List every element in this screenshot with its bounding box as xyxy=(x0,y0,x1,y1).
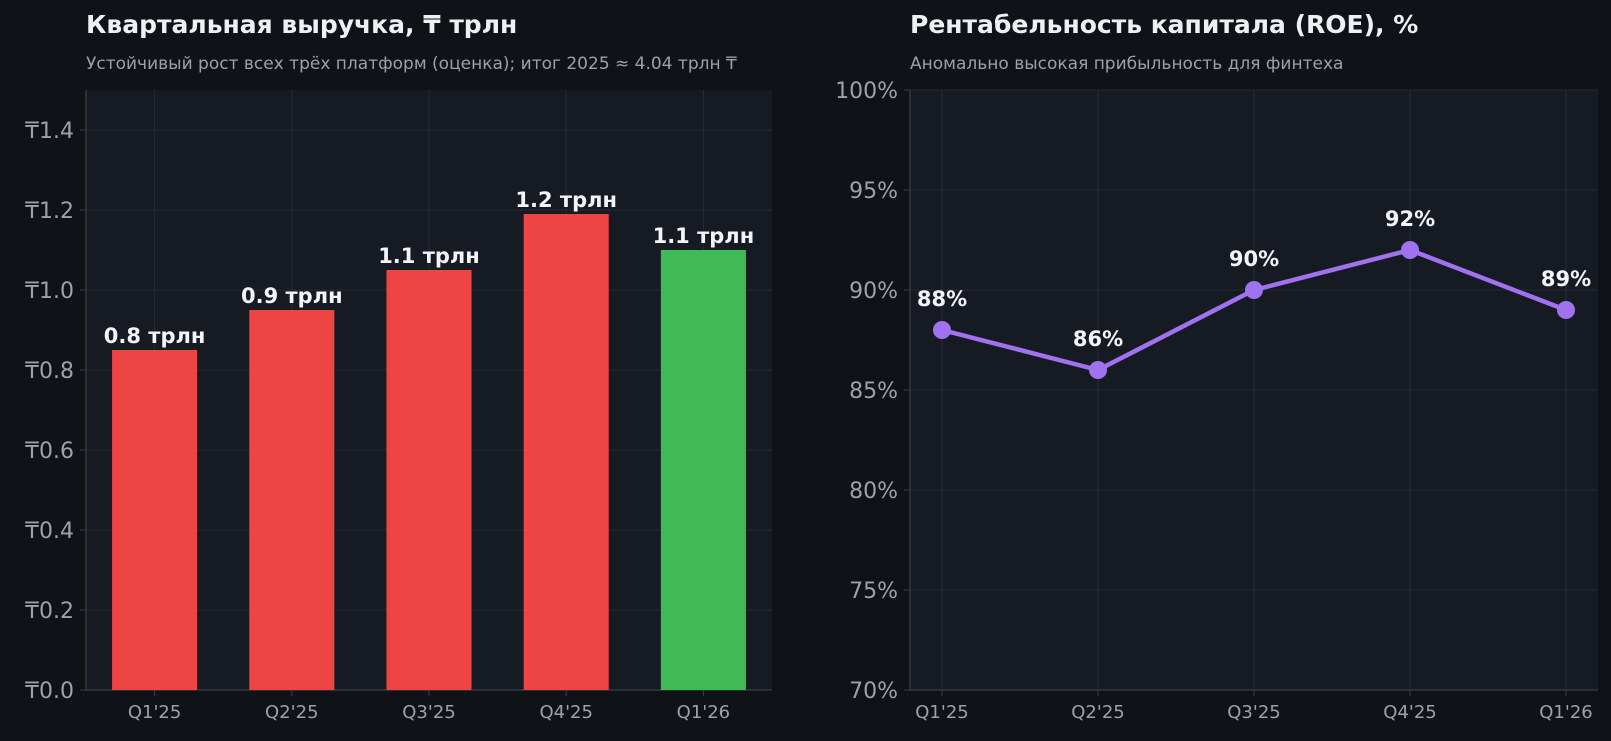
roe-data-point xyxy=(1089,361,1107,379)
roe-y-tick-label: 100% xyxy=(835,79,898,104)
revenue-x-tick-label: Q1'26 xyxy=(677,702,730,723)
revenue-bar xyxy=(660,250,746,690)
roe-point-value-label: 92% xyxy=(1385,207,1435,231)
revenue-y-tick-label: ₸0.4 xyxy=(25,519,74,544)
revenue-y-tick-label: ₸1.4 xyxy=(25,119,74,144)
revenue-chart-title: Квартальная выручка, ₸ трлн xyxy=(86,10,518,39)
roe-y-tick-label: 85% xyxy=(849,379,898,404)
roe-x-tick-label: Q3'25 xyxy=(1227,702,1280,723)
roe-data-point xyxy=(1245,281,1263,299)
roe-point-value-label: 90% xyxy=(1229,247,1279,271)
revenue-bar xyxy=(386,270,472,690)
revenue-x-tick-label: Q2'25 xyxy=(265,702,318,723)
roe-chart-subtitle: Аномально высокая прибыльность для финте… xyxy=(910,54,1344,74)
roe-data-point xyxy=(1401,241,1419,259)
revenue-y-tick-label: ₸0.8 xyxy=(25,359,74,384)
roe-y-tick-label: 80% xyxy=(849,479,898,504)
revenue-chart-subtitle: Устойчивый рост всех трёх платформ (оцен… xyxy=(86,54,737,74)
revenue-x-tick-label: Q3'25 xyxy=(402,702,455,723)
revenue-x-tick-label: Q4'25 xyxy=(539,702,592,723)
roe-x-tick-label: Q1'25 xyxy=(915,702,968,723)
roe-data-point xyxy=(933,321,951,339)
revenue-bar-value-label: 1.1 трлн xyxy=(378,244,480,268)
revenue-y-tick-label: ₸1.0 xyxy=(25,279,74,304)
roe-x-tick-label: Q1'26 xyxy=(1539,702,1592,723)
revenue-bar xyxy=(523,214,609,690)
revenue-bar xyxy=(112,350,198,690)
revenue-bar xyxy=(249,310,335,690)
revenue-bar-value-label: 1.1 трлн xyxy=(653,224,755,248)
revenue-y-tick-label: ₸0.2 xyxy=(25,599,74,624)
revenue-y-tick-label: ₸0.6 xyxy=(25,439,74,464)
revenue-bar-value-label: 1.2 трлн xyxy=(515,188,617,212)
roe-x-tick-label: Q4'25 xyxy=(1383,702,1436,723)
revenue-bar-value-label: 0.8 трлн xyxy=(104,324,206,348)
roe-point-value-label: 89% xyxy=(1541,267,1591,291)
roe-y-tick-label: 70% xyxy=(849,679,898,704)
roe-data-point xyxy=(1557,301,1575,319)
revenue-bar-value-label: 0.9 трлн xyxy=(241,284,343,308)
roe-point-value-label: 88% xyxy=(917,287,967,311)
roe-y-tick-label: 95% xyxy=(849,179,898,204)
roe-chart-title: Рентабельность капитала (ROE), % xyxy=(910,10,1419,39)
roe-y-tick-label: 75% xyxy=(849,579,898,604)
roe-x-tick-label: Q2'25 xyxy=(1071,702,1124,723)
revenue-x-tick-label: Q1'25 xyxy=(128,702,181,723)
revenue-y-tick-label: ₸0.0 xyxy=(25,679,74,704)
revenue-y-tick-label: ₸1.2 xyxy=(25,199,74,224)
roe-y-tick-label: 90% xyxy=(849,279,898,304)
roe-point-value-label: 86% xyxy=(1073,327,1123,351)
